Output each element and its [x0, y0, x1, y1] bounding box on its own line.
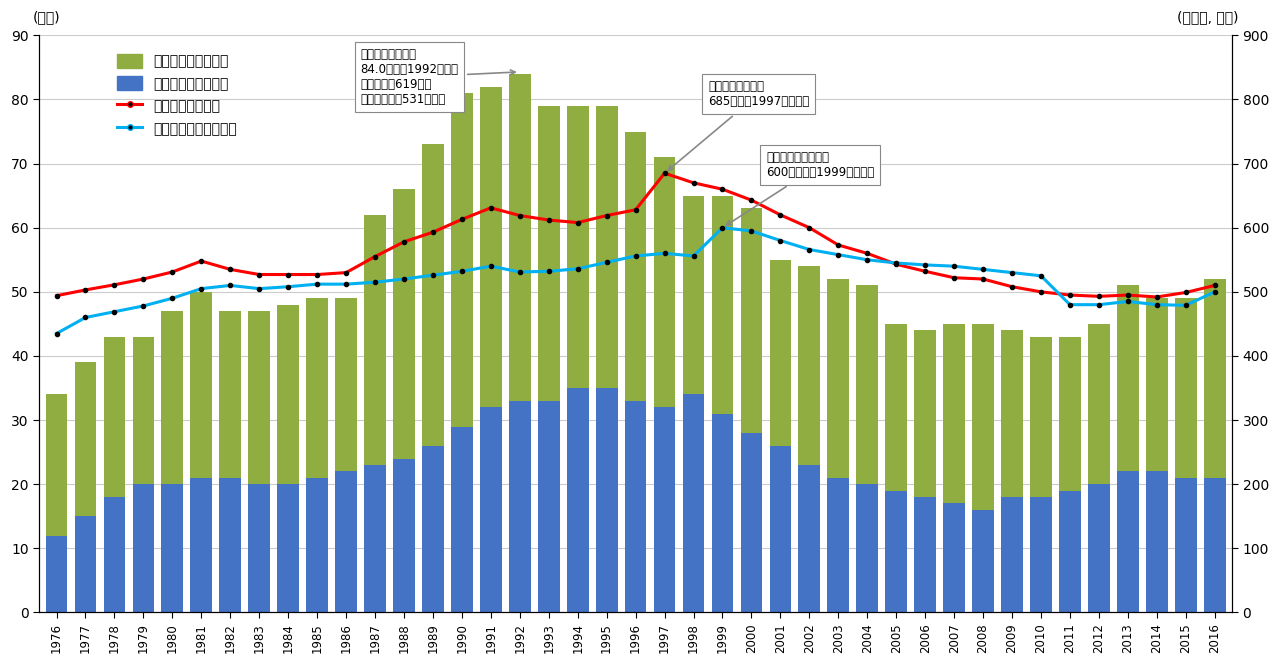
Bar	[625, 401, 646, 612]
Bar	[248, 484, 270, 612]
Bar	[886, 324, 908, 491]
Bar	[191, 478, 212, 612]
Bar	[46, 394, 68, 536]
Bar	[451, 426, 472, 612]
Bar	[712, 414, 733, 612]
Bar	[1175, 478, 1197, 612]
Bar	[914, 497, 936, 612]
Bar	[393, 459, 415, 612]
Bar	[1146, 298, 1167, 471]
Bar	[306, 298, 328, 478]
Bar	[1117, 471, 1139, 612]
Bar	[191, 292, 212, 478]
Text: (兆円): (兆円)	[33, 10, 61, 24]
Text: 許可業者数のピーク
600千業者（1999年度末）: 許可業者数のピーク 600千業者（1999年度末）	[726, 151, 874, 225]
Bar	[46, 536, 68, 612]
Bar	[682, 196, 704, 394]
Bar	[799, 266, 820, 465]
Bar	[161, 484, 183, 612]
Bar	[248, 311, 270, 484]
Bar	[1088, 324, 1110, 484]
Bar	[1001, 330, 1023, 497]
Bar	[1030, 337, 1052, 497]
Bar	[1030, 497, 1052, 612]
Bar	[654, 407, 676, 612]
Bar	[1175, 298, 1197, 478]
Bar	[480, 407, 502, 612]
Bar	[1204, 478, 1225, 612]
Text: (千業者, 万人): (千業者, 万人)	[1176, 10, 1238, 24]
Bar	[365, 465, 385, 612]
Bar	[335, 471, 357, 612]
Bar	[278, 484, 300, 612]
Bar	[1001, 497, 1023, 612]
Bar	[712, 196, 733, 414]
Bar	[741, 208, 763, 433]
Bar	[219, 311, 241, 478]
Bar	[973, 510, 995, 612]
Bar	[799, 465, 820, 612]
Bar	[567, 106, 589, 388]
Bar	[827, 478, 849, 612]
Bar	[769, 260, 791, 446]
Bar	[567, 388, 589, 612]
Bar	[451, 93, 472, 426]
Bar	[365, 215, 385, 465]
Bar	[480, 86, 502, 407]
Bar	[943, 324, 965, 503]
Bar	[161, 311, 183, 484]
Bar	[1204, 279, 1225, 478]
Bar	[1088, 484, 1110, 612]
Legend: 民間投資額（兆円）, 政府投資額（兆円）, 就業者数（万人）, 許可業者数（千業者）: 民間投資額（兆円）, 政府投資額（兆円）, 就業者数（万人）, 許可業者数（千業…	[111, 48, 243, 141]
Bar	[856, 484, 878, 612]
Bar	[538, 106, 559, 401]
Bar	[306, 478, 328, 612]
Bar	[1059, 337, 1080, 491]
Bar	[509, 401, 531, 612]
Bar	[827, 279, 849, 478]
Bar	[943, 503, 965, 612]
Bar	[104, 337, 125, 497]
Bar	[335, 298, 357, 471]
Bar	[422, 446, 444, 612]
Bar	[973, 324, 995, 510]
Bar	[595, 106, 617, 388]
Bar	[625, 131, 646, 401]
Text: 就業者数のピーク
685万人（1997年平均）: 就業者数のピーク 685万人（1997年平均）	[668, 80, 809, 170]
Bar	[133, 337, 155, 484]
Bar	[1117, 286, 1139, 471]
Bar	[856, 286, 878, 484]
Bar	[278, 305, 300, 484]
Bar	[741, 433, 763, 612]
Bar	[74, 517, 96, 612]
Bar	[104, 497, 125, 612]
Bar	[1146, 471, 1167, 612]
Bar	[133, 484, 155, 612]
Bar	[422, 144, 444, 446]
Bar	[595, 388, 617, 612]
Bar	[682, 394, 704, 612]
Bar	[914, 330, 936, 497]
Text: 建設投資のピーク
84.0兆円（1992年度）
就業者数：619万人
許可業者数：531千業者: 建設投資のピーク 84.0兆円（1992年度） 就業者数：619万人 許可業者数…	[361, 48, 515, 106]
Bar	[654, 157, 676, 407]
Bar	[769, 446, 791, 612]
Bar	[219, 478, 241, 612]
Bar	[886, 491, 908, 612]
Bar	[74, 363, 96, 517]
Bar	[509, 74, 531, 401]
Bar	[393, 189, 415, 459]
Bar	[1059, 491, 1080, 612]
Bar	[538, 401, 559, 612]
